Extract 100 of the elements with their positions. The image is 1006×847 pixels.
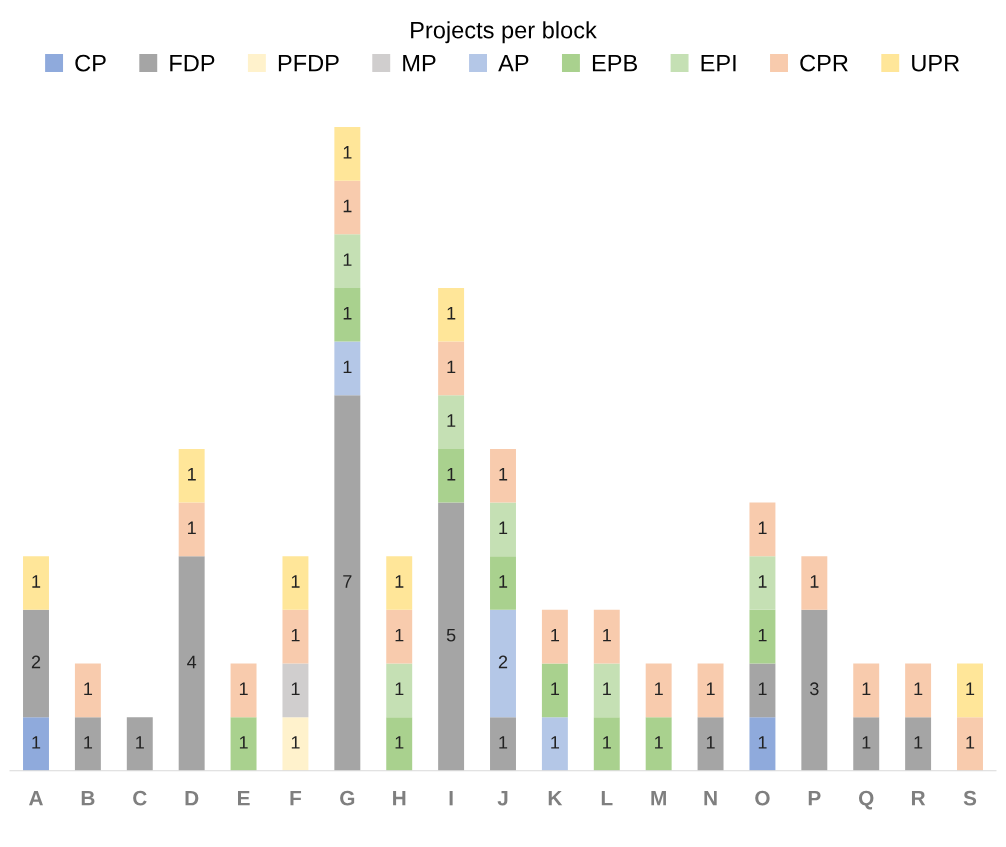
x-tick-label: K — [548, 790, 563, 806]
x-tick-label: Q — [858, 790, 874, 810]
data-label: 1 — [862, 736, 871, 749]
bar — [645, 717, 672, 771]
data-label: 1 — [447, 307, 456, 320]
data-label: 1 — [655, 682, 663, 695]
data-label: 1 — [758, 628, 767, 642]
data-label: 1 — [551, 736, 560, 749]
data-label: 1 — [706, 736, 715, 749]
data-label: 1 — [84, 682, 93, 695]
bar — [282, 663, 309, 718]
legend-label: AP — [498, 55, 529, 72]
bar — [749, 556, 776, 610]
bar — [957, 663, 983, 718]
bar — [334, 287, 361, 342]
x-tick-label: I — [449, 790, 453, 806]
data-label: 1 — [447, 467, 456, 481]
data-label: 1 — [758, 521, 767, 535]
data-label: 1 — [291, 628, 300, 642]
x-tick-label: C — [133, 790, 147, 806]
bar — [957, 717, 983, 771]
data-label: 1 — [966, 682, 975, 695]
data-label: 1 — [291, 736, 300, 749]
data-label: 1 — [136, 736, 144, 749]
data-label: 2 — [498, 655, 508, 669]
data-label: 1 — [84, 736, 93, 749]
bar — [490, 448, 516, 503]
data-label: 1 — [395, 682, 404, 695]
bar — [178, 556, 205, 771]
bar — [178, 502, 205, 557]
bar — [282, 609, 309, 664]
x-tick-label: R — [911, 790, 926, 806]
bar — [230, 717, 257, 771]
bar — [541, 663, 568, 718]
data-label: 1 — [499, 575, 508, 588]
bar — [23, 717, 49, 771]
data-label: 1 — [914, 682, 923, 695]
bar — [801, 609, 828, 771]
data-label: 3 — [810, 682, 819, 696]
bar — [386, 609, 413, 664]
bar — [23, 609, 49, 718]
data-label: 1 — [291, 575, 300, 588]
bar — [593, 717, 620, 771]
legend-label: CP — [75, 54, 106, 72]
bar — [334, 234, 361, 288]
data-label: 1 — [447, 414, 456, 427]
bar — [853, 663, 880, 718]
bar — [438, 287, 465, 342]
data-label: 1 — [603, 628, 611, 642]
bar — [749, 502, 776, 557]
bar — [386, 663, 413, 718]
data-label: 1 — [810, 575, 819, 588]
bar — [541, 717, 568, 771]
data-label: 1 — [655, 736, 663, 749]
data-label: 1 — [603, 682, 611, 695]
legend-label: UPR — [912, 55, 960, 72]
data-label: 1 — [343, 146, 352, 159]
x-tick-label: H — [393, 790, 406, 806]
bar — [697, 717, 724, 771]
bar — [334, 395, 361, 771]
x-tick-label: N — [704, 790, 717, 806]
data-label: 1 — [499, 521, 508, 535]
data-label: 1 — [291, 682, 300, 695]
legend-label: MP — [403, 55, 436, 72]
x-tick-label: G — [340, 790, 355, 806]
data-label: 1 — [188, 467, 196, 481]
bar — [490, 502, 516, 557]
x-tick-label: F — [290, 790, 302, 806]
bar — [438, 448, 465, 503]
bar — [74, 663, 101, 718]
bar — [438, 502, 465, 771]
bar — [126, 717, 153, 771]
data-label: 1 — [551, 682, 560, 695]
bar — [178, 448, 205, 503]
data-label: 1 — [862, 682, 871, 695]
legend-label: EPB — [592, 55, 637, 72]
chart-title: Projects per block — [411, 21, 597, 44]
data-label: 1 — [32, 575, 41, 588]
bar — [386, 556, 413, 610]
data-label: 1 — [188, 521, 196, 535]
data-label: 7 — [343, 575, 352, 588]
data-label: 1 — [343, 360, 352, 374]
bar — [749, 609, 776, 664]
bar — [593, 663, 620, 718]
data-label: 1 — [758, 682, 767, 695]
data-label: 1 — [966, 736, 975, 749]
bar — [438, 341, 465, 396]
data-label: 1 — [758, 736, 767, 749]
data-label: 1 — [499, 736, 508, 749]
bar — [749, 717, 776, 771]
data-label: 1 — [239, 736, 248, 749]
data-label: 1 — [395, 628, 404, 642]
data-label: 1 — [343, 253, 352, 266]
data-label: 2 — [31, 655, 41, 669]
bar — [438, 395, 465, 449]
data-label: 1 — [239, 682, 248, 695]
bar — [853, 717, 880, 771]
bar — [230, 663, 257, 718]
data-label: 1 — [447, 360, 456, 374]
data-label: 5 — [446, 628, 456, 642]
